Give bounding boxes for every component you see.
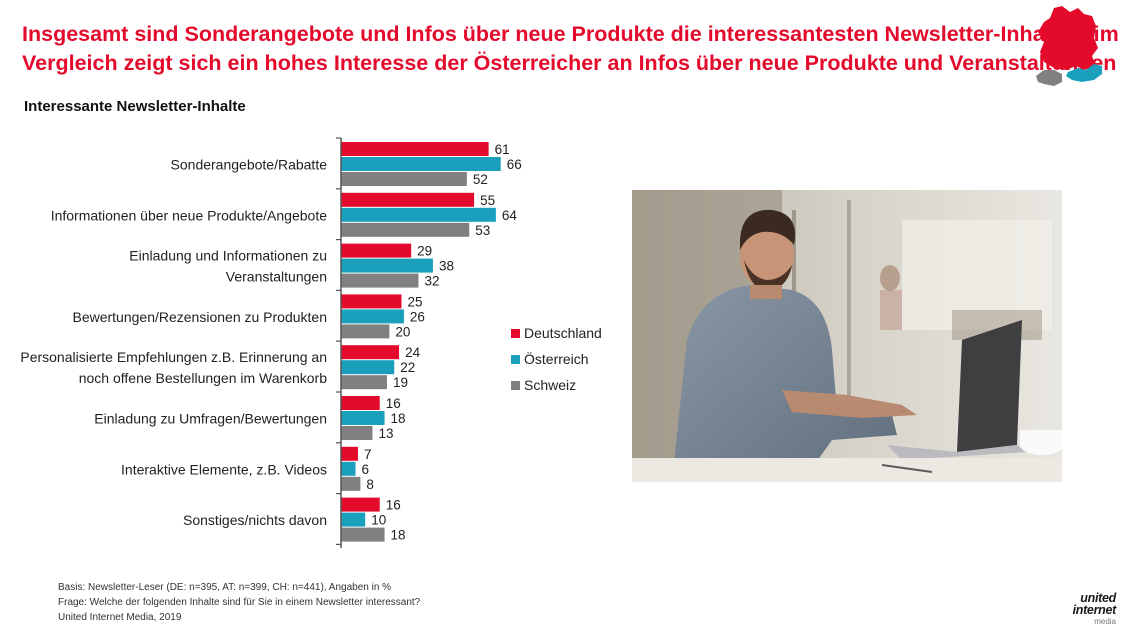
data-label: 32 xyxy=(424,274,439,289)
bar-deutschland xyxy=(341,396,380,410)
bar-österreich xyxy=(341,360,395,375)
category-label: Informationen über neue Produkte/Angebot… xyxy=(51,207,328,223)
legend-item-deutschland: Deutschland xyxy=(511,320,602,346)
logo-line-3: media xyxy=(1094,617,1116,626)
united-internet-media-logo: united internet media xyxy=(1048,591,1117,628)
bar-österreich xyxy=(341,258,433,273)
logo-line-2: internet xyxy=(1072,603,1117,617)
data-label: 24 xyxy=(405,345,421,360)
data-label: 8 xyxy=(366,477,374,492)
footnote-frage: Frage: Welche der folgenden Inhalte sind… xyxy=(58,597,421,608)
bar-österreich xyxy=(341,157,501,171)
bar-österreich xyxy=(341,512,366,527)
category-label: Sonderangebote/Rabatte xyxy=(171,157,328,173)
data-label: 25 xyxy=(408,294,423,309)
bar-deutschland xyxy=(341,243,412,258)
bar-schweiz xyxy=(341,527,385,542)
legend-label-oesterreich: Österreich xyxy=(524,351,589,367)
category-label: Personalisierte Empfehlungen z.B. Erinne… xyxy=(20,349,327,365)
bar-schweiz xyxy=(341,324,390,339)
austria-shape xyxy=(1066,64,1102,82)
data-label: 20 xyxy=(395,324,410,339)
data-label: 16 xyxy=(386,498,401,513)
data-label: 55 xyxy=(480,193,495,208)
man-with-laptop-photo xyxy=(632,190,1062,482)
category-label: Bewertungen/Rezensionen zu Produkten xyxy=(72,309,327,325)
data-label: 18 xyxy=(391,411,406,426)
data-label: 52 xyxy=(473,172,488,187)
footnote-source: United Internet Media, 2019 xyxy=(58,612,182,623)
legend-label-schweiz: Schweiz xyxy=(524,377,577,393)
bar-schweiz xyxy=(341,172,467,186)
category-label: Veranstaltungen xyxy=(226,269,327,285)
bar-österreich xyxy=(341,207,496,222)
data-label: 38 xyxy=(439,259,454,274)
bar-schweiz xyxy=(341,476,361,491)
legend-swatch-deutschland xyxy=(511,328,520,338)
bar-schweiz xyxy=(341,222,470,237)
bar-schweiz xyxy=(341,273,419,288)
legend-item-schweiz: Schweiz xyxy=(511,372,602,398)
data-label: 61 xyxy=(495,142,510,157)
bar-deutschland xyxy=(341,142,489,156)
data-label: 19 xyxy=(393,375,408,390)
data-label: 13 xyxy=(378,426,393,441)
logo-line-1: united xyxy=(1080,591,1116,605)
bar-deutschland xyxy=(341,497,380,512)
bar-österreich xyxy=(341,411,385,425)
bar-österreich xyxy=(341,461,356,476)
bar-deutschland xyxy=(341,294,402,309)
data-label: 29 xyxy=(417,244,432,259)
category-label: Sonstiges/nichts davon xyxy=(183,512,327,528)
bar-österreich xyxy=(341,309,404,324)
dach-map-icon xyxy=(1036,6,1102,86)
legend-label-deutschland: Deutschland xyxy=(524,325,602,341)
footnote-basis: Basis: Newsletter-Leser (DE: n=395, AT: … xyxy=(58,582,392,593)
title-line-2: Vergleich zeigt sich ein hohes Interesse… xyxy=(22,51,1117,75)
legend-swatch-oesterreich xyxy=(511,354,520,364)
footnote: Basis: Newsletter-Leser (DE: n=395, AT: … xyxy=(58,580,420,625)
data-label: 18 xyxy=(391,528,406,543)
category-label: Interaktive Elemente, z.B. Videos xyxy=(121,461,327,477)
chart-subtitle: Interessante Newsletter-Inhalte xyxy=(24,98,246,115)
data-label: 64 xyxy=(502,208,518,223)
title-line-1: Insgesamt sind Sonderangebote und Infos … xyxy=(22,22,1119,46)
data-label: 6 xyxy=(362,462,370,477)
data-label: 16 xyxy=(386,396,401,411)
chart-legend: Deutschland Österreich Schweiz xyxy=(511,320,602,398)
switzerland-shape xyxy=(1036,70,1062,86)
bar-deutschland xyxy=(341,345,400,360)
bar-schweiz xyxy=(341,426,373,440)
category-label: Einladung zu Umfragen/Bewertungen xyxy=(94,411,327,427)
data-label: 53 xyxy=(475,223,490,238)
legend-swatch-schweiz xyxy=(511,380,520,390)
data-label: 7 xyxy=(364,447,372,462)
category-label: noch offene Bestellungen im Warenkorb xyxy=(79,370,327,386)
page-title: Insgesamt sind Sonderangebote und Infos … xyxy=(22,20,1119,78)
category-label: Einladung und Informationen zu xyxy=(129,248,327,264)
bar-deutschland xyxy=(341,192,475,207)
germany-shape xyxy=(1038,6,1098,70)
bar-deutschland xyxy=(341,446,358,461)
bar-schweiz xyxy=(341,375,387,390)
data-label: 26 xyxy=(410,309,425,324)
data-label: 10 xyxy=(371,513,386,528)
data-label: 22 xyxy=(400,360,415,375)
legend-item-oesterreich: Österreich xyxy=(511,346,602,372)
data-label: 66 xyxy=(507,157,522,172)
